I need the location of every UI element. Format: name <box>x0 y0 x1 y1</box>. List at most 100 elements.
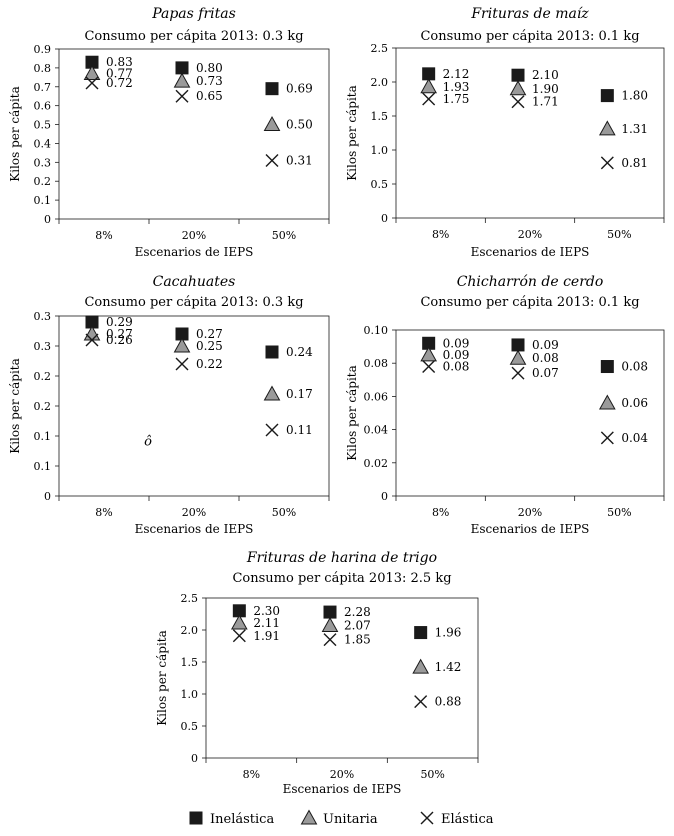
y-tick-label: 0.06 <box>364 390 389 403</box>
point-elastica <box>323 633 337 647</box>
data-label-elastica: 0.72 <box>106 76 133 90</box>
x-stroke <box>511 366 525 380</box>
point-inelastica <box>414 626 428 640</box>
point-unitaria <box>83 325 101 341</box>
point-unitaria <box>598 394 616 410</box>
data-label-unitaria: 1.31 <box>621 122 648 136</box>
data-label-unitaria: 0.09 <box>443 348 470 362</box>
point-inelastica <box>232 604 246 618</box>
stray-annotation: ô <box>144 435 152 450</box>
point-elastica <box>511 95 525 109</box>
y-axis-label: Kilos per cápita <box>155 630 169 726</box>
data-label-unitaria: 0.50 <box>286 118 313 132</box>
point-elastica <box>265 153 279 167</box>
point-elastica <box>511 366 525 380</box>
data-label-inelastica: 0.24 <box>286 345 313 359</box>
data-label-elastica: 0.11 <box>286 423 313 437</box>
x-stroke <box>600 156 614 170</box>
chart-title: Frituras de harina de trigo <box>246 550 437 566</box>
legend-label-unitaria: Unitaria <box>323 812 378 827</box>
chart-panel: Papas fritas Consumo per cápita 2013: 0.3… <box>8 6 330 259</box>
y-tick-label: 0.7 <box>34 81 52 94</box>
data-label-inelastica: 1.96 <box>435 626 462 640</box>
y-tick-label: 0.2 <box>34 400 52 413</box>
y-tick-label: 0.3 <box>34 310 52 323</box>
data-label-unitaria: 1.42 <box>435 660 462 674</box>
y-tick-label: 0 <box>44 213 51 226</box>
point-unitaria <box>509 80 527 96</box>
legend-label-inelastica: Inelástica <box>210 812 274 827</box>
point-unitaria <box>230 614 248 630</box>
plot-area-frame <box>395 47 665 219</box>
y-tick-label: 0.5 <box>34 119 52 132</box>
point-elastica <box>422 92 436 106</box>
x-tick-label: 8% <box>95 506 112 519</box>
data-label-unitaria: 0.73 <box>196 74 223 88</box>
x-stroke <box>175 357 189 371</box>
point-inelastica <box>265 345 279 359</box>
data-label-inelastica: 0.29 <box>106 315 133 329</box>
y-tick-label: 2.0 <box>371 76 389 89</box>
x-stroke <box>420 811 434 825</box>
point-inelastica <box>600 89 614 103</box>
point-elastica <box>85 76 99 90</box>
y-axis-label: Kilos per cápita <box>8 86 22 182</box>
data-label-inelastica: 2.10 <box>532 68 559 82</box>
y-tick-label: 0.1 <box>34 460 52 473</box>
data-label-unitaria: 2.11 <box>253 616 280 630</box>
x-stroke <box>265 153 279 167</box>
chart-panel: Frituras de harina de trigo Consumo per c… <box>155 550 479 796</box>
point-inelastica <box>511 338 525 352</box>
data-label-elastica: 0.88 <box>435 695 462 709</box>
legend-marker-unitaria <box>300 809 318 825</box>
y-tick-label: 0.3 <box>34 156 52 169</box>
y-axis-label: Kilos per cápita <box>8 358 22 454</box>
x-tick-label: 20% <box>182 506 206 519</box>
x-tick-label: 8% <box>432 506 449 519</box>
y-axis-label: Kilos per cápita <box>345 365 359 461</box>
data-label-elastica: 0.04 <box>621 431 648 445</box>
data-label-elastica: 0.31 <box>286 153 313 167</box>
chart-title: Cacahuates <box>153 274 236 290</box>
chart-subtitle: Consumo per cápita 2013: 2.5 kg <box>232 571 451 586</box>
data-label-elastica: 1.71 <box>532 95 559 109</box>
y-tick-label: 0.8 <box>34 62 52 75</box>
data-label-inelastica: 0.80 <box>196 61 223 75</box>
point-unitaria <box>420 346 438 362</box>
y-tick-label: 0.1 <box>34 194 52 207</box>
data-label-elastica: 0.08 <box>443 360 470 374</box>
x-stroke <box>175 89 189 103</box>
data-label-unitaria: 0.77 <box>106 67 133 81</box>
data-label-unitaria: 1.93 <box>443 80 470 94</box>
point-inelastica <box>85 55 99 69</box>
point-unitaria <box>321 616 339 633</box>
x-stroke <box>323 633 337 647</box>
x-axis-label: Escenarios de IEPS <box>471 522 590 536</box>
data-label-elastica: 0.26 <box>106 333 133 347</box>
point-elastica <box>175 89 189 103</box>
data-label-elastica: 0.07 <box>532 366 559 380</box>
x-stroke <box>85 76 99 90</box>
point-elastica <box>414 695 428 709</box>
point-elastica <box>265 423 279 437</box>
x-stroke <box>85 333 99 347</box>
y-tick-label: 0.2 <box>34 175 52 188</box>
chart-panel: Cacahuates Consumo per cápita 2013: 0.3 k… <box>8 274 330 536</box>
point-inelastica <box>175 327 189 341</box>
chart-subtitle: Consumo per cápita 2013: 0.3 kg <box>84 295 303 310</box>
chart-panel: Chicharrón de cerdo Consumo per cápita 20… <box>345 274 665 536</box>
data-label-unitaria: 0.25 <box>196 339 223 353</box>
chart-subtitle: Consumo per cápita 2013: 0.1 kg <box>420 29 639 44</box>
x-tick-label: 8% <box>243 768 260 781</box>
point-inelastica <box>600 360 614 374</box>
point-elastica <box>175 357 189 371</box>
x-tick-label: 20% <box>330 768 354 781</box>
point-elastica <box>85 333 99 347</box>
chart-panel: Frituras de maíz Consumo per cápita 2013:… <box>345 6 665 259</box>
point-inelastica <box>323 605 337 619</box>
y-axis-label: Kilos per cápita <box>345 85 359 181</box>
legend-label-elastica: Elástica <box>441 812 494 827</box>
legend-marker-inelastica <box>189 811 203 825</box>
plot-area-frame <box>58 48 330 220</box>
point-inelastica <box>175 61 189 75</box>
